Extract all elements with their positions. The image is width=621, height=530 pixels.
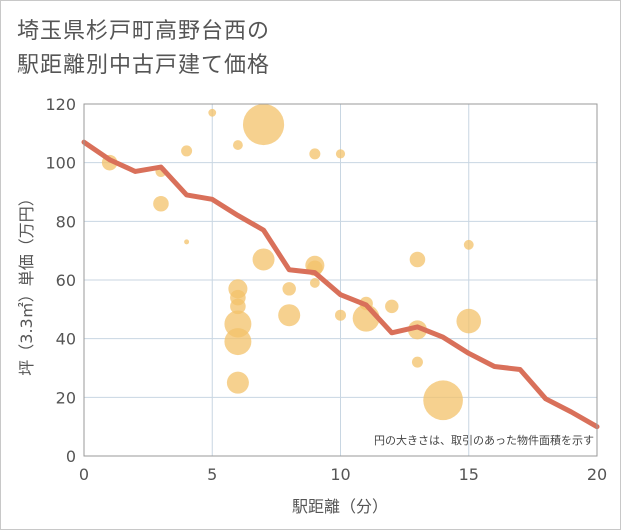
bubble-series — [101, 103, 482, 421]
chart-title-line-1: 埼玉県杉戸町高野台西の — [17, 19, 271, 44]
bubble-point-15 — [282, 282, 296, 296]
bubble-point-4 — [184, 239, 190, 245]
bubble-point-13 — [242, 103, 285, 146]
chart-title: 埼玉県杉戸町高野台西の 駅距離別中古戸建て価格 — [17, 15, 270, 83]
plot-border — [83, 103, 598, 457]
y-tick-label-80: 80 — [56, 212, 76, 231]
x-tick-label-0: 0 — [79, 465, 89, 484]
bubble-point-29 — [423, 380, 463, 421]
axes: 0 20 40 60 80 100 120 0 5 10 15 20 — [45, 95, 607, 484]
trend-line — [81, 139, 600, 430]
x-axis-label: 駅距離（分） — [292, 497, 388, 516]
bubble-point-16 — [278, 304, 301, 327]
bubble-point-9 — [230, 298, 246, 315]
bubble-point-20 — [309, 278, 320, 288]
y-tick-label-60: 60 — [56, 271, 76, 290]
y-axis-label: 坪（3.3㎡）単価（万円） — [17, 190, 36, 375]
bubble-point-2 — [153, 195, 169, 212]
bubble-point-17 — [309, 148, 321, 160]
bubble-point-14 — [252, 248, 275, 271]
x-tick-label-10: 10 — [330, 465, 350, 484]
y-tick-label-0: 0 — [66, 447, 76, 466]
bubble-point-31 — [456, 308, 482, 334]
bubble-point-11 — [224, 328, 252, 356]
trend-series — [81, 139, 600, 430]
bubble-size-note: 円の大きさは、取引のあった物件面積を示す — [374, 433, 594, 447]
x-tick-label-15: 15 — [459, 465, 479, 484]
bubble-point-27 — [407, 320, 427, 340]
bubble-point-28 — [411, 356, 423, 368]
y-tick-label-40: 40 — [56, 330, 76, 349]
bubble-point-6 — [232, 140, 243, 150]
bubble-point-12 — [226, 371, 249, 394]
bubble-point-30 — [463, 239, 474, 250]
bubble-point-3 — [181, 145, 193, 157]
x-tick-label-20: 20 — [587, 465, 607, 484]
y-tick-label-100: 100 — [45, 154, 76, 173]
chart-title-line-2: 駅距離別中古戸建て価格 — [17, 53, 271, 78]
bubble-point-25 — [385, 299, 399, 314]
bubble-point-26 — [409, 251, 426, 268]
y-tick-label-20: 20 — [56, 388, 76, 407]
y-tick-label-120: 120 — [45, 95, 76, 114]
bubble-point-22 — [335, 309, 346, 321]
bubble-point-21 — [335, 149, 346, 159]
x-tick-label-5: 5 — [207, 465, 217, 484]
bubble-point-5 — [208, 108, 217, 117]
